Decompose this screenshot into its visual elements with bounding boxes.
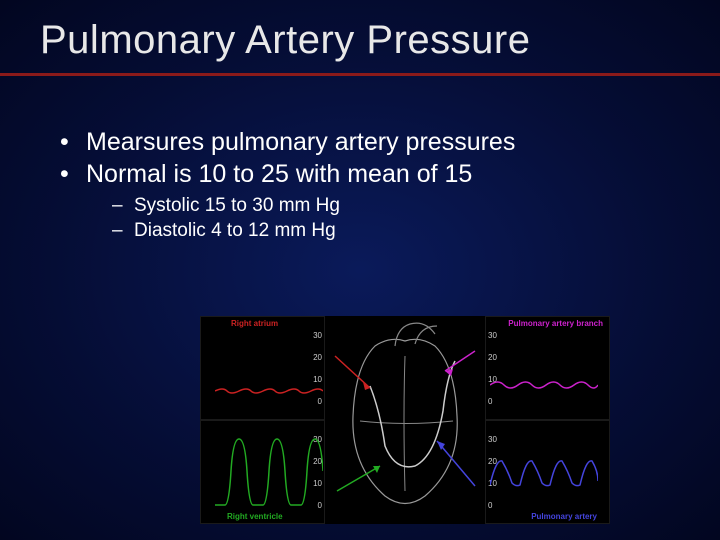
main-bullet-list: Mearsures pulmonary artery pressures Nor… <box>60 126 660 243</box>
sub-bullet-systolic: Systolic 15 to 30 mm Hg <box>112 194 660 219</box>
content-area: Mearsures pulmonary artery pressures Nor… <box>0 76 720 243</box>
label-right-ventricle: Right ventricle <box>227 512 283 521</box>
trace-pulmonary-artery <box>490 421 598 521</box>
bullet-normal: Normal is 10 to 25 with mean of 15 Systo… <box>60 158 660 243</box>
bullet-normal-text: Normal is 10 to 25 with mean of 15 <box>86 160 472 188</box>
heart-diagram <box>325 316 485 524</box>
panel-left: Right atrium 30 20 10 0 30 20 10 0 Right… <box>200 316 325 524</box>
panel-right: Pulmonary artery branch 30 20 10 0 30 20… <box>485 316 610 524</box>
slide-title: Pulmonary Artery Pressure <box>40 18 680 63</box>
label-pulmonary-artery: Pulmonary artery <box>531 512 597 521</box>
sub-bullet-diastolic: Diastolic 4 to 12 mm Hg <box>112 219 660 244</box>
panel-heart <box>325 316 485 524</box>
bullet-measures: Mearsures pulmonary artery pressures <box>60 126 660 158</box>
panel-right-atrium: Right atrium 30 20 10 0 <box>200 316 325 420</box>
trace-right-ventricle <box>215 421 323 521</box>
panel-pulmonary-artery: 30 20 10 0 Pulmonary artery <box>485 420 610 524</box>
pressure-figure: Right atrium 30 20 10 0 30 20 10 0 Right… <box>200 316 610 524</box>
trace-right-atrium <box>215 317 323 417</box>
panel-pa-branch: Pulmonary artery branch 30 20 10 0 <box>485 316 610 420</box>
trace-pa-branch <box>490 317 598 417</box>
sub-bullet-list: Systolic 15 to 30 mm Hg Diastolic 4 to 1… <box>112 194 660 243</box>
panel-right-ventricle: 30 20 10 0 Right ventricle <box>200 420 325 524</box>
title-block: Pulmonary Artery Pressure <box>0 0 720 71</box>
